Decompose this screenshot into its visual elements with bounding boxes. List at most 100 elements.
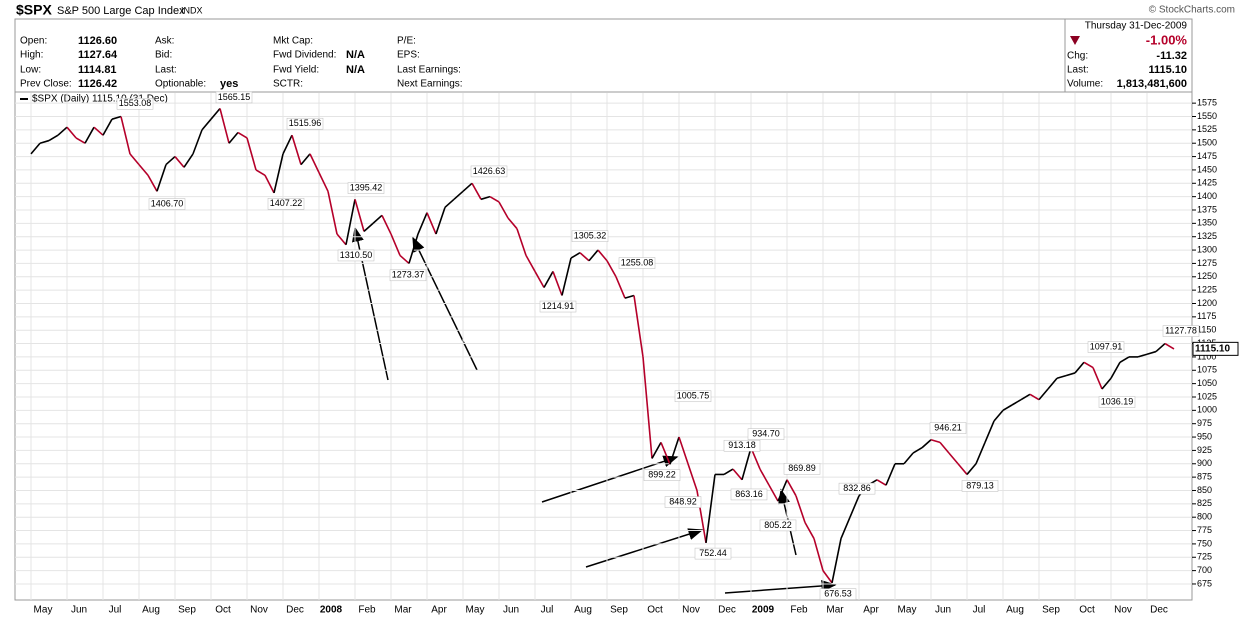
- y-tick-label: 1250: [1197, 271, 1217, 281]
- price-segment: [372, 214, 383, 224]
- price-segment: [129, 153, 140, 166]
- price-segment: [759, 468, 770, 486]
- frame: [14, 18, 1193, 601]
- price-segment: [993, 409, 1004, 422]
- annotation-box: [148, 198, 186, 210]
- annotation-box: [215, 91, 253, 104]
- x-tick-label: Jul: [973, 605, 986, 616]
- price-segment: [1047, 377, 1058, 390]
- annotation: 1273.37: [392, 270, 425, 280]
- price-segment: [1155, 342, 1166, 353]
- price-segment: [264, 174, 275, 194]
- x-tick-label: Dec: [718, 605, 736, 616]
- price-segment: [345, 199, 356, 245]
- credit: © StockCharts.com: [1149, 5, 1235, 16]
- y-tick-label: 975: [1197, 418, 1212, 428]
- x-tick-label: Jun: [71, 605, 87, 616]
- annotation-box: [116, 98, 154, 110]
- price-segment: [489, 195, 500, 203]
- field-label: Bid:: [155, 50, 172, 61]
- price-segment: [984, 420, 995, 443]
- price-segment: [597, 249, 608, 262]
- annotation-box: [643, 469, 681, 481]
- field-value: 1126.60: [78, 35, 117, 47]
- x-tick-label: Jul: [541, 605, 554, 616]
- price-segment: [768, 484, 779, 502]
- annotation: 832.86: [843, 483, 871, 493]
- field-label: Last Earnings:: [397, 65, 461, 76]
- field-label: High:: [20, 50, 43, 61]
- field-value: 1114.81: [78, 64, 117, 76]
- price-segment: [156, 164, 167, 192]
- price-segment: [543, 271, 554, 288]
- index-name: S&P 500 Large Cap Index: [57, 5, 185, 17]
- price-segment: [705, 474, 716, 543]
- y-tick-label: 850: [1197, 485, 1212, 495]
- price-segment: [975, 442, 986, 465]
- price-segment: [219, 108, 230, 144]
- price-segment: [1029, 393, 1040, 401]
- price-segment: [615, 276, 626, 299]
- price-segment: [1110, 361, 1121, 379]
- price-segment: [174, 156, 185, 168]
- price-segment: [1119, 356, 1130, 363]
- annotation-box: [1087, 341, 1125, 353]
- annotation-box: [571, 230, 609, 242]
- price-segment: [66, 126, 77, 139]
- price-segment: [471, 182, 482, 200]
- price-segment: [111, 115, 122, 120]
- y-tick-label: 1425: [1197, 178, 1217, 188]
- arrow: [724, 579, 837, 594]
- annotation-box: [730, 488, 768, 501]
- price-segment: [921, 439, 932, 449]
- y-tick-label: 1025: [1197, 391, 1217, 401]
- x-tick-label: Dec: [1150, 605, 1168, 616]
- field-label: Next Earnings:: [397, 79, 463, 90]
- annotation: 1553.08: [119, 98, 152, 108]
- price-segment: [1002, 404, 1013, 412]
- y-tick-label: 1300: [1197, 244, 1217, 254]
- last-value-box: [1192, 341, 1239, 356]
- y-tick-label: 1400: [1197, 191, 1217, 201]
- price-segment: [516, 228, 527, 256]
- annotation-box: [961, 480, 999, 492]
- y-tick-label: 950: [1197, 431, 1212, 441]
- price-segment: [318, 172, 329, 192]
- price-segment: [480, 195, 491, 201]
- y-tick-label: 1475: [1197, 151, 1217, 161]
- price-segment: [93, 126, 104, 136]
- price-segment: [804, 522, 815, 539]
- x-tick-label: Mar: [826, 605, 844, 616]
- y-tick-label: 775: [1197, 525, 1212, 535]
- price-segment: [462, 182, 473, 192]
- annotation: 848.92: [669, 496, 697, 506]
- y-tick-label: 1550: [1197, 111, 1217, 121]
- price-segment: [903, 452, 914, 465]
- annotation-box: [838, 482, 876, 495]
- price-segment: [1020, 393, 1031, 401]
- price-segment: [687, 463, 698, 491]
- field-value: 1126.42: [78, 78, 117, 90]
- annotation: 1515.96: [289, 118, 322, 128]
- y-tick-label: 750: [1197, 538, 1212, 548]
- annotation-box: [267, 198, 305, 210]
- y-tick-label: 700: [1197, 565, 1212, 575]
- price-segment: [201, 118, 212, 131]
- y-tick-label: 1050: [1197, 378, 1217, 388]
- price-segment: [1146, 350, 1157, 356]
- y-tick-label: 1150: [1197, 325, 1216, 335]
- price-segment: [1137, 353, 1148, 358]
- annotation-box: [929, 422, 967, 434]
- y-tick-label: 1525: [1197, 124, 1217, 134]
- price-segment: [1038, 388, 1049, 401]
- x-tick-label: Sep: [610, 605, 628, 616]
- price-segment: [732, 468, 743, 481]
- annotation: 1214.91: [542, 301, 575, 311]
- x-tick-label: Nov: [250, 605, 268, 616]
- price-segment: [534, 271, 545, 288]
- annotation-box: [694, 547, 732, 560]
- price-segment: [165, 155, 176, 166]
- price-segment: [327, 191, 338, 235]
- price-segment: [786, 479, 797, 497]
- price-segment: [570, 252, 581, 259]
